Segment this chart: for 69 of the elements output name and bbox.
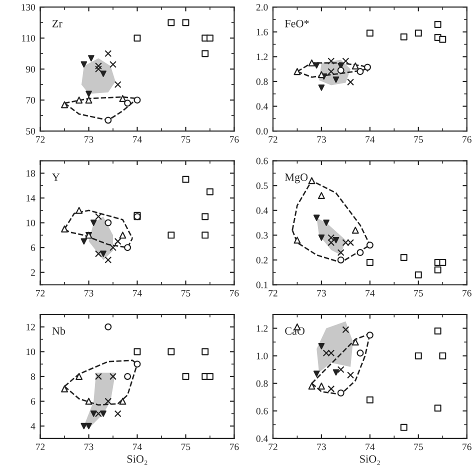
x-tick-label: 72 — [268, 444, 278, 450]
y-tick-label: 90 — [26, 66, 36, 73]
y-tick-label: 0.6 — [256, 158, 268, 164]
x-tick-label: 72 — [36, 290, 45, 296]
x-tick-label: 74 — [366, 444, 375, 450]
annotation: FeO* — [284, 20, 309, 28]
x-tick-label: 72 — [36, 136, 45, 143]
y-tick-label: 0.1 — [256, 282, 268, 288]
x-tick-label: 73 — [317, 444, 326, 450]
y-tick-label: 0.4 — [256, 207, 268, 214]
x-tick-label: 75 — [414, 136, 423, 143]
annotation: MgO — [284, 174, 308, 184]
x-tick-label: 75 — [182, 290, 190, 296]
x-axis-title: SiO₂ — [360, 455, 380, 465]
x-tick-label: 74 — [366, 136, 375, 143]
x-tick-label: 73 — [84, 444, 94, 450]
y-tick-label: 2 — [30, 269, 35, 276]
x-tick-label: 73 — [84, 290, 94, 296]
x-tick-label: 74 — [366, 290, 375, 296]
y-tick-label: 1.2 — [256, 325, 268, 332]
y-tick-label: 0.8 — [256, 380, 268, 387]
y-tick-label: 6 — [30, 398, 36, 405]
y-tick-label: 4 — [30, 423, 36, 430]
y-tick-label: 10 — [26, 220, 36, 226]
y-tick-label: 130 — [22, 4, 36, 11]
y-tick-label: 0.3 — [256, 232, 268, 239]
y-tick-label: 2.0 — [256, 4, 268, 11]
x-tick-label: 74 — [133, 290, 142, 296]
x-tick-label: 76 — [230, 290, 239, 296]
y-tick-label: 1.0 — [256, 352, 268, 360]
y-tick-label: 0.8 — [256, 78, 268, 85]
x-tick-label: 75 — [182, 136, 190, 143]
x-tick-label: 73 — [317, 136, 326, 143]
x-tick-label: 72 — [36, 444, 45, 450]
x-tick-label: 75 — [182, 444, 190, 450]
annotation: Y — [52, 174, 60, 181]
x-tick-label: 75 — [414, 444, 423, 450]
x-tick-label: 76 — [462, 290, 472, 296]
y-tick-label: 8 — [30, 373, 36, 380]
y-tick-label: 6 — [30, 244, 36, 252]
x-axis-title: SiO₂ — [127, 455, 148, 465]
y-tick-label: 0.2 — [256, 256, 268, 264]
y-tick-label: 0.4 — [256, 435, 268, 442]
x-tick-label: 73 — [84, 136, 94, 143]
y-tick-label: 18 — [26, 170, 36, 177]
y-tick-label: 0.0 — [256, 128, 268, 135]
y-tick-label: 0.5 — [256, 182, 268, 190]
x-tick-label: 76 — [462, 444, 472, 450]
y-tick-label: 12 — [26, 324, 35, 330]
x-tick-label: 75 — [414, 290, 423, 296]
x-tick-label: 74 — [133, 136, 142, 143]
x-tick-label: 76 — [230, 136, 239, 143]
annotation: Nb — [52, 326, 66, 335]
y-tick-label: 10 — [26, 348, 36, 356]
annotation: Zr — [52, 20, 62, 28]
x-tick-label: 74 — [133, 444, 142, 450]
y-tick-label: 1.2 — [256, 54, 268, 60]
x-tick-label: 73 — [317, 290, 326, 296]
y-tick-label: 1.6 — [256, 28, 268, 36]
x-tick-label: 72 — [268, 136, 278, 143]
y-tick-label: 50 — [26, 128, 36, 135]
x-tick-label: 76 — [462, 136, 472, 143]
y-tick-label: 0.6 — [256, 408, 268, 414]
x-tick-label: 72 — [268, 290, 278, 296]
y-tick-label: 14 — [26, 194, 36, 202]
y-tick-label: 110 — [22, 35, 36, 42]
x-tick-label: 76 — [230, 444, 239, 450]
y-tick-label: 0.4 — [256, 103, 268, 110]
y-tick-label: 70 — [26, 96, 36, 104]
